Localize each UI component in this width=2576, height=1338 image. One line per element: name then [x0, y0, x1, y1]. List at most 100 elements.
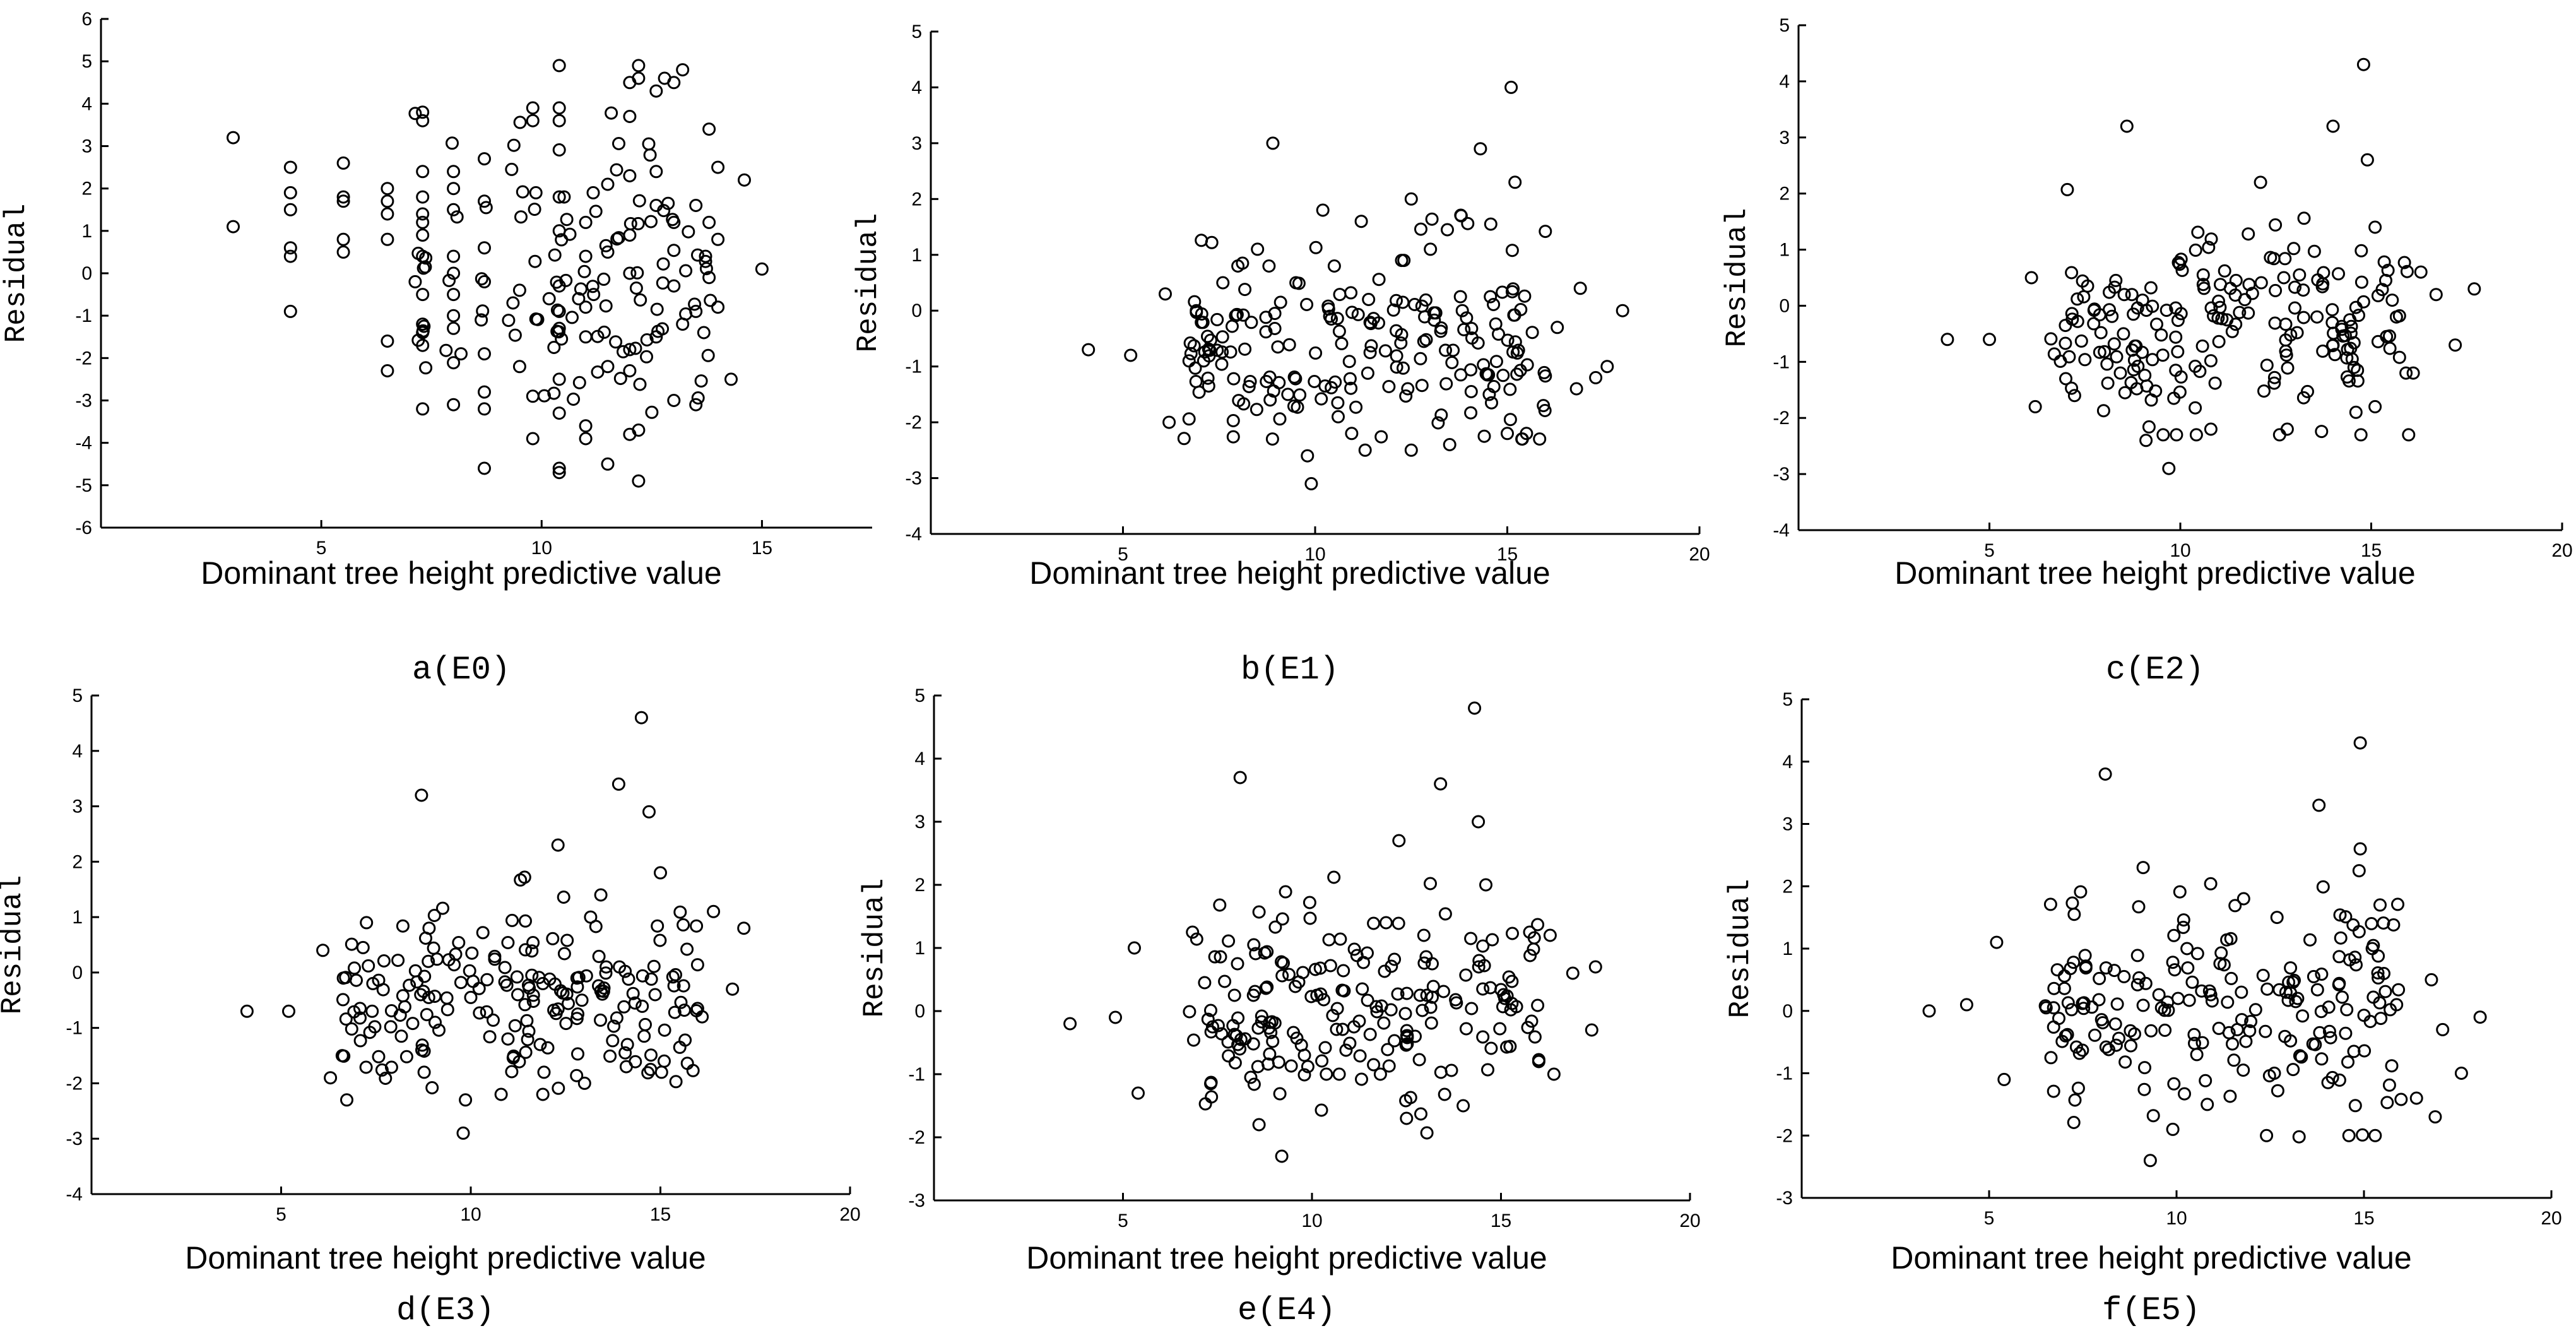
data-point — [512, 1055, 526, 1069]
data-point — [589, 920, 603, 933]
data-point — [2107, 337, 2121, 351]
y-axis-label: Residual — [852, 213, 885, 353]
data-point — [2110, 350, 2124, 364]
data-point — [2189, 359, 2202, 373]
data-point — [1468, 701, 1482, 715]
scatter-panel-3: -4 -3 -2 -1 0 1 2 3 4 5 5 10 15 20 Residual Dominant tr… — [0, 685, 861, 1329]
data-point — [2044, 1051, 2058, 1065]
data-point — [1431, 416, 1445, 430]
data-point — [2161, 995, 2175, 1009]
data-point — [1287, 1026, 1301, 1039]
data-point — [552, 325, 565, 339]
y-axis-label: Residual — [1721, 208, 1754, 348]
data-point — [526, 101, 540, 115]
data-point — [2414, 265, 2428, 279]
data-point — [2356, 57, 2370, 71]
data-point — [1182, 354, 1196, 368]
data-point — [384, 1060, 398, 1074]
data-point — [2202, 240, 2216, 254]
data-point — [511, 988, 524, 1002]
data-point — [1374, 430, 1388, 444]
data-point — [2371, 966, 2385, 980]
data-point — [1251, 242, 1265, 256]
data-point — [2301, 384, 2314, 398]
data-point — [447, 266, 461, 280]
data-point — [2242, 278, 2256, 292]
data-point — [507, 138, 521, 152]
data-point — [1474, 142, 1487, 156]
x-axis-label: Dominant tree height predictive value — [1891, 1240, 2411, 1276]
data-point — [1301, 449, 1315, 463]
y-tick-label: -1 — [905, 357, 922, 377]
data-point — [1959, 998, 1973, 1012]
data-point — [552, 190, 566, 204]
data-point — [592, 979, 605, 993]
data-point — [635, 999, 649, 1013]
data-point — [586, 186, 600, 199]
data-point — [2313, 1026, 2327, 1039]
data-point — [526, 389, 540, 403]
y-tick-label: 3 — [914, 812, 925, 832]
data-point — [639, 1017, 652, 1031]
data-point — [2278, 252, 2292, 266]
data-point — [2171, 345, 2185, 358]
data-point — [2067, 908, 2081, 921]
data-point — [1414, 1107, 1427, 1121]
data-point — [2342, 1128, 2356, 1142]
data-point — [1487, 298, 1501, 311]
data-point — [1234, 1033, 1248, 1046]
data-point — [2260, 358, 2274, 372]
y-tick-label: -3 — [1776, 1188, 1793, 1209]
data-point — [644, 1048, 658, 1062]
data-point — [2307, 969, 2320, 983]
data-point — [1282, 968, 1296, 981]
data-point — [1429, 306, 1443, 320]
data-point — [339, 1012, 353, 1026]
x-axis-label: Dominant tree height predictive value — [1029, 555, 1550, 591]
data-point — [623, 266, 637, 280]
data-point — [689, 199, 703, 212]
data-point — [2284, 1034, 2298, 1048]
data-point — [1454, 368, 1468, 382]
data-point — [557, 190, 571, 204]
data-point — [522, 1024, 536, 1038]
data-point — [737, 921, 751, 935]
data-point — [2449, 338, 2462, 352]
data-point — [1131, 1086, 1145, 1100]
data-point — [1361, 946, 1374, 960]
data-point — [2322, 1000, 2336, 1014]
data-point — [550, 303, 564, 317]
data-point — [2387, 918, 2401, 932]
data-point — [2340, 351, 2354, 365]
data-point — [533, 1038, 547, 1051]
data-point — [449, 947, 463, 961]
data-point — [1464, 932, 1478, 945]
data-point — [1344, 381, 1358, 395]
data-point — [2308, 1038, 2322, 1051]
data-point — [1472, 815, 1486, 829]
data-point — [2130, 949, 2144, 962]
data-point — [623, 110, 637, 123]
data-point — [2325, 1070, 2339, 1084]
data-point — [2363, 1015, 2377, 1028]
data-point — [2180, 942, 2194, 956]
data-point — [381, 364, 394, 377]
data-point — [1396, 295, 1410, 309]
data-point — [480, 1005, 493, 1019]
data-point — [508, 328, 522, 342]
data-point — [1464, 406, 1478, 420]
data-point — [738, 173, 751, 187]
data-point — [1443, 438, 1456, 451]
data-point — [456, 1126, 470, 1140]
data-point — [418, 969, 432, 983]
data-point — [1364, 339, 1378, 353]
data-point — [399, 1050, 413, 1063]
y-tick-label: -3 — [905, 468, 922, 489]
data-point — [1208, 950, 1222, 964]
y-tick-label: 1 — [1779, 240, 1790, 261]
data-point — [403, 978, 417, 992]
data-point — [610, 163, 623, 177]
data-point — [1493, 1022, 1507, 1036]
data-point — [2094, 326, 2108, 340]
data-point — [1335, 983, 1349, 997]
